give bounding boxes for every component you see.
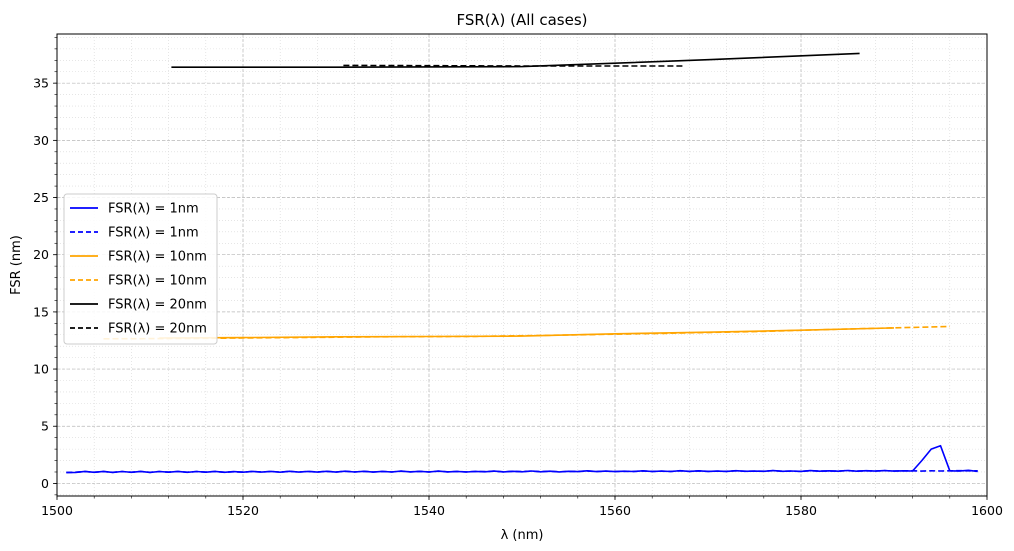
legend-entry: FSR(λ) = 10nm: [108, 274, 207, 289]
legend: FSR(λ) = 1nm FSR(λ) = 1nm FSR(λ) = 10nm FSR…: [63, 193, 218, 345]
y-tick-label: 0: [41, 476, 49, 491]
legend-entry: FSR(λ) = 20nm: [108, 322, 207, 337]
series-line-5: [171, 52, 860, 68]
legend-entry: FSR(λ) = 1nm: [108, 226, 199, 241]
series-lines: [66, 52, 978, 474]
y-tick-label: 30: [33, 133, 49, 148]
y-tick-label: 15: [33, 304, 49, 319]
y-tick-label: 25: [33, 190, 49, 205]
series-line-6: [343, 64, 685, 67]
chart-title: FSR(λ) (All cases): [456, 11, 587, 29]
legend-entry: FSR(λ) = 10nm: [108, 250, 207, 265]
y-axis-label: FSR (nm): [9, 235, 24, 295]
x-tick-label: 1580: [785, 503, 817, 518]
x-axis-label: λ (nm): [501, 528, 544, 543]
x-tick-label: 1500: [41, 503, 73, 518]
y-tick-label: 35: [33, 76, 49, 91]
y-tick-label: 10: [33, 362, 49, 377]
x-tick-label: 1600: [971, 503, 1003, 518]
legend-entry: FSR(λ) = 20nm: [108, 298, 207, 313]
x-tick-label: 1560: [599, 503, 631, 518]
series-line-3: [159, 327, 895, 339]
x-tick-label: 1520: [227, 503, 259, 518]
y-tick-label: 5: [41, 419, 49, 434]
series-line-2: [66, 469, 978, 474]
series-line-1: [66, 444, 978, 474]
series-line-4: [103, 325, 950, 340]
legend-box: [63, 193, 218, 345]
plot-frame: [56, 33, 988, 497]
y-tick-label: 20: [33, 247, 49, 262]
grid: [56, 34, 988, 496]
x-tick-label: 1540: [413, 503, 445, 518]
legend-entry: FSR(λ) = 1nm: [108, 202, 199, 217]
